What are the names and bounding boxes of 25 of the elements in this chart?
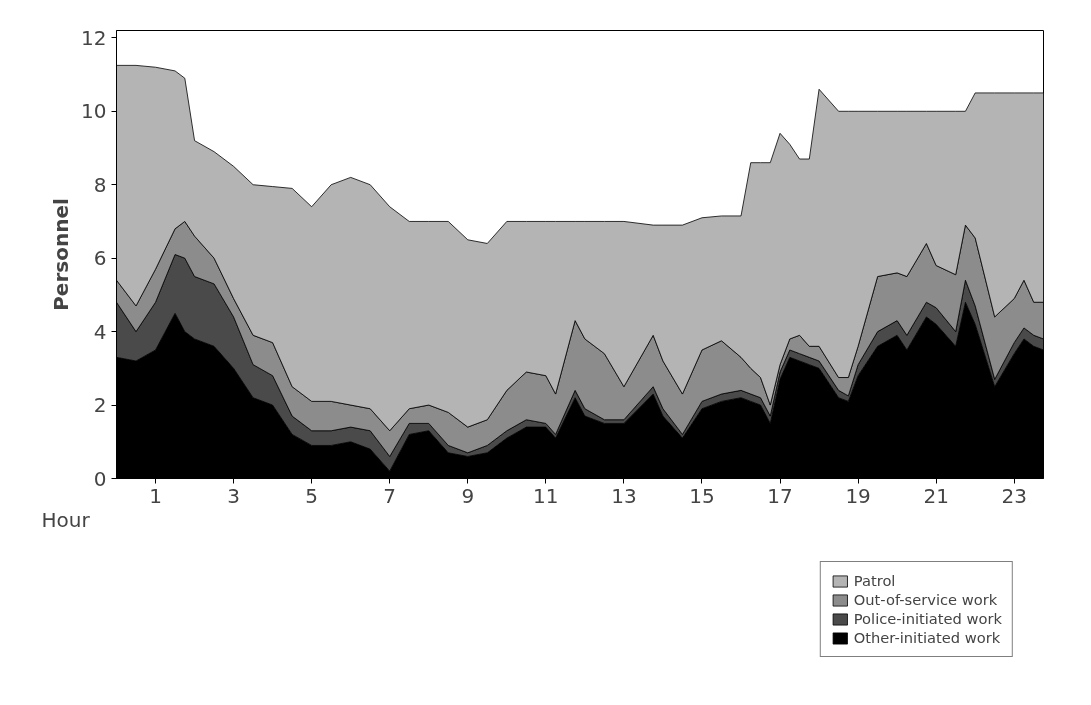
x-tick-label: 1 xyxy=(149,483,162,508)
legend-label: Out-of-service work xyxy=(853,591,998,608)
x-tick-label: 17 xyxy=(767,483,793,508)
x-axis-title: Hour xyxy=(41,507,91,532)
x-tick-label: 11 xyxy=(533,483,559,508)
x-tick-label: 19 xyxy=(845,483,871,508)
y-axis-title: Personnel xyxy=(49,198,74,311)
y-tick-label: 0 xyxy=(93,466,107,491)
y-tick-label: 10 xyxy=(81,99,107,124)
x-tick-label: 21 xyxy=(923,483,949,508)
x-tick-label: 5 xyxy=(305,483,319,508)
x-tick-label: 13 xyxy=(611,483,637,508)
y-tick-label: 8 xyxy=(93,172,107,197)
x-tick-label: 15 xyxy=(689,483,715,508)
x-tick-label: 23 xyxy=(1001,483,1027,508)
x-tick-label: 9 xyxy=(461,483,475,508)
y-tick-label: 2 xyxy=(93,393,107,418)
legend-label: Other-initiated work xyxy=(853,629,1001,646)
x-tick-label: 7 xyxy=(383,483,397,508)
y-tick-label: 12 xyxy=(81,25,107,50)
y-tick-label: 4 xyxy=(93,319,107,344)
x-tick-label: 3 xyxy=(227,483,240,508)
y-tick-label: 6 xyxy=(93,246,107,271)
legend-label: Patrol xyxy=(853,572,896,589)
legend-label: Police-initiated work xyxy=(853,610,1002,627)
